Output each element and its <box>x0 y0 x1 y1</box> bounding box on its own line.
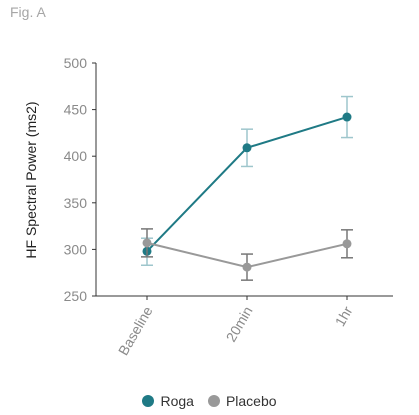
chart: 250 300 350 400 450 500 Baseline 20min 1hr HF S… <box>23 55 393 358</box>
figure-label: Fig. A <box>10 4 46 20</box>
legend-label: Roga <box>160 393 194 409</box>
axes <box>95 63 393 297</box>
x-tick-label: 1hr <box>332 303 356 329</box>
legend-item-placebo: Placebo <box>207 393 277 409</box>
y-tick-label: 250 <box>64 288 88 304</box>
y-tick-label: 500 <box>64 55 88 71</box>
legend-item-roga: Roga <box>142 393 194 409</box>
x-tick-label: Baseline <box>115 303 156 358</box>
legend: Roga Placebo <box>0 393 419 409</box>
y-ticks: 250 300 350 400 450 500 <box>64 55 96 304</box>
x-ticks: Baseline 20min 1hr <box>115 296 356 358</box>
data-point <box>342 112 352 122</box>
y-axis-label: HF Spectral Power (ms2) <box>23 101 39 258</box>
data-point <box>342 239 352 249</box>
y-tick-label: 400 <box>64 148 88 164</box>
x-tick-label: 20min <box>223 304 256 345</box>
data-point <box>242 262 252 272</box>
series-placebo <box>141 228 353 281</box>
legend-marker <box>207 395 220 407</box>
data-point <box>242 143 252 153</box>
data-point <box>142 238 152 248</box>
legend-marker <box>142 395 155 407</box>
series-layer <box>141 95 353 281</box>
series-roga <box>141 95 353 266</box>
legend-label: Placebo <box>225 393 277 409</box>
y-tick-label: 300 <box>64 241 88 257</box>
y-tick-label: 350 <box>64 195 88 211</box>
y-tick-label: 450 <box>64 102 88 118</box>
